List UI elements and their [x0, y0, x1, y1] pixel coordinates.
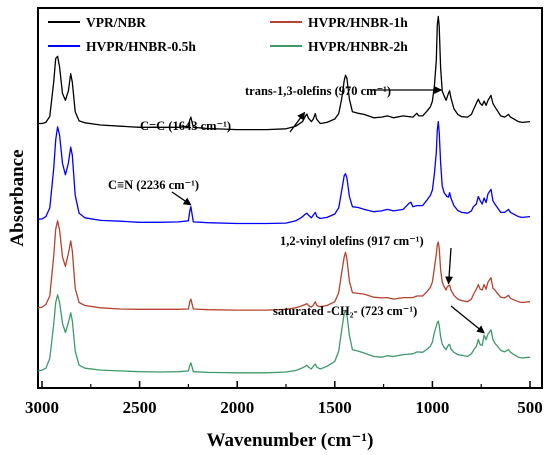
- annotation-arrow: [450, 305, 485, 334]
- annotation-label: 1,2-vinyl olefins (917 cm⁻¹): [280, 234, 424, 248]
- legend-label-vpr-nbr: VPR/NBR: [86, 15, 146, 30]
- series-line-vpr-nbr: [38, 15, 531, 131]
- x-tick-label: 2000: [220, 398, 254, 417]
- x-tick-label: 500: [517, 398, 543, 417]
- x-axis-title: Wavenumber (cm⁻¹): [207, 430, 374, 451]
- legend-label-hvpr-hnbr-2h: HVPR/HNBR-2h: [308, 39, 408, 54]
- series-line-hvpr-hnbr-0-5h: [38, 120, 531, 225]
- series-line-hvpr-hnbr-1h: [37, 220, 531, 311]
- x-tick-label: 1000: [415, 398, 449, 417]
- annotation-label: C≡N (2236 cm⁻¹): [108, 178, 199, 192]
- legend-label-hvpr-hnbr-1h: HVPR/HNBR-1h: [308, 15, 408, 30]
- x-tick-label: 3000: [25, 398, 59, 417]
- y-axis-title: Absorbance: [7, 149, 28, 246]
- annotation-arrow: [171, 191, 192, 206]
- annotations: trans-1,3-olefins (970 cm⁻¹) C=C (1643 cm…: [108, 84, 485, 334]
- annotation-arrow: [445, 247, 454, 285]
- legend: VPR/NBR HVPR/HNBR-1h HVPR/HNBR-0.5h HVPR/HN…: [48, 15, 408, 54]
- annotation-label: C=C (1643 cm⁻¹): [140, 119, 231, 133]
- annotation-arrow: [289, 111, 306, 133]
- legend-label-hvpr-hnbr-0-5h: HVPR/HNBR-0.5h: [86, 39, 196, 54]
- x-tick-label: 1500: [318, 398, 352, 417]
- series-layer: [37, 15, 531, 374]
- annotation-label: trans-1,3-olefins (970 cm⁻¹): [245, 84, 391, 98]
- x-tick-label: 2500: [123, 398, 157, 417]
- plot-frame: [37, 7, 543, 389]
- series-line-hvpr-hnbr-2h: [37, 294, 531, 374]
- x-axis: 3000 2500 2000 1500 1000 500: [25, 381, 543, 417]
- annotation-label: saturated -CH₂- (723 cm⁻¹): [273, 304, 417, 318]
